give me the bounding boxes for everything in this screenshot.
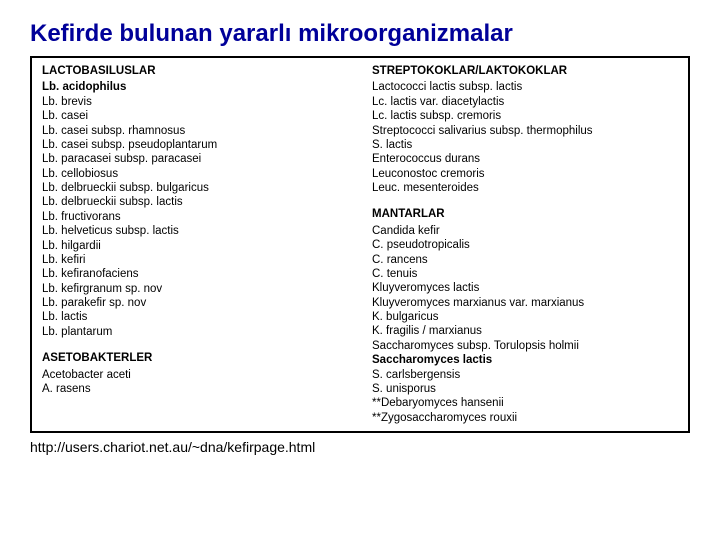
list-item: K. fragilis / marxianus [372, 324, 678, 338]
columns: LACTOBASILUSLAR Lb. acidophilus Lb. brev… [42, 64, 678, 425]
list-item: Lb. helveticus subsp. lactis [42, 224, 348, 238]
list-item: Lb. brevis [42, 95, 348, 109]
list-item: S. carlsbergensis [372, 368, 678, 382]
list-item: Saccharomyces subsp. Torulopsis holmii [372, 339, 678, 353]
list-item: Lb. kefirgranum sp. nov [42, 282, 348, 296]
left-column: LACTOBASILUSLAR Lb. acidophilus Lb. brev… [42, 64, 348, 425]
list-item: Lb. cellobiosus [42, 167, 348, 181]
aseto-header: ASETOBAKTERLER [42, 351, 348, 365]
mantarlar-header: MANTARLAR [372, 207, 678, 221]
list-item: Lactococci lactis subsp. lactis [372, 80, 678, 94]
list-item: Acetobacter aceti [42, 368, 348, 382]
list-item: A. rasens [42, 382, 348, 396]
aseto-list: Acetobacter aceti A. rasens [42, 368, 348, 397]
list-item: Leuconostoc cremoris [372, 167, 678, 181]
list-item: Lb. parakefir sp. nov [42, 296, 348, 310]
lacto-header: LACTOBASILUSLAR [42, 64, 348, 78]
list-item: Kluyveromyces lactis [372, 281, 678, 295]
list-item: Enterococcus durans [372, 152, 678, 166]
list-item: **Debaryomyces hansenii [372, 396, 678, 410]
list-item: C. pseudotropicalis [372, 238, 678, 252]
list-item: Lc. lactis subsp. cremoris [372, 109, 678, 123]
list-item: Kluyveromyces marxianus var. marxianus [372, 296, 678, 310]
list-item: Lb. kefiranofaciens [42, 267, 348, 281]
list-item: Lc. lactis var. diacetylactis [372, 95, 678, 109]
list-item: Lb. delbrueckii subsp. lactis [42, 195, 348, 209]
right-column: STREPTOKOKLAR/LAKTOKOKLAR Lactococci lac… [372, 64, 678, 425]
list-item: Saccharomyces lactis [372, 353, 678, 367]
list-item: Lb. kefiri [42, 253, 348, 267]
list-item: Lb. casei subsp. rhamnosus [42, 124, 348, 138]
lacto-list: Lb. acidophilus Lb. brevis Lb. casei Lb.… [42, 80, 348, 339]
list-item: S. unisporus [372, 382, 678, 396]
list-item: Lb. casei subsp. pseudoplantarum [42, 138, 348, 152]
list-item: K. bulgaricus [372, 310, 678, 324]
list-item: Leuc. mesenteroides [372, 181, 678, 195]
list-item: Candida kefir [372, 224, 678, 238]
list-item: Lb. fructivorans [42, 210, 348, 224]
list-item: Lb. acidophilus [42, 80, 348, 94]
list-item: C. tenuis [372, 267, 678, 281]
content-box: LACTOBASILUSLAR Lb. acidophilus Lb. brev… [30, 56, 690, 433]
mantarlar-list: Candida kefir C. pseudotropicalis C. ran… [372, 224, 678, 425]
strepto-list: Lactococci lactis subsp. lactis Lc. lact… [372, 80, 678, 195]
list-item: Lb. plantarum [42, 325, 348, 339]
list-item: Lb. casei [42, 109, 348, 123]
strepto-header: STREPTOKOKLAR/LAKTOKOKLAR [372, 64, 678, 78]
list-item: Lb. lactis [42, 310, 348, 324]
list-item: Lb. delbrueckii subsp. bulgaricus [42, 181, 348, 195]
list-item: Lb. paracasei subsp. paracasei [42, 152, 348, 166]
page-title: Kefirde bulunan yararlı mikroorganizmala… [30, 20, 690, 48]
list-item: **Zygosaccharomyces rouxii [372, 411, 678, 425]
footer-url: http://users.chariot.net.au/~dna/kefirpa… [30, 439, 690, 455]
list-item: C. rancens [372, 253, 678, 267]
list-item: Streptococci salivarius subsp. thermophi… [372, 124, 678, 138]
list-item: S. lactis [372, 138, 678, 152]
list-item: Lb. hilgardii [42, 239, 348, 253]
